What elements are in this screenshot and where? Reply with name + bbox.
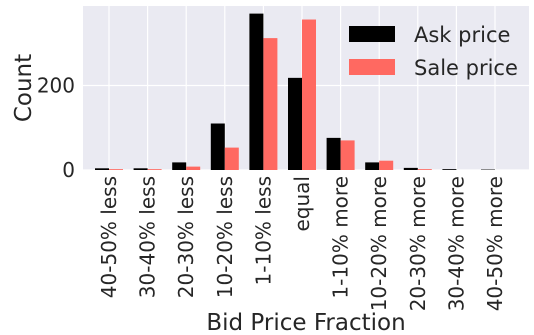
bar-ask	[326, 137, 341, 170]
bar-ask	[365, 162, 380, 170]
bar-sale	[109, 169, 123, 170]
bar-ask	[172, 162, 187, 170]
bar-ask	[288, 77, 302, 170]
legend-label-ask: Ask price	[414, 23, 510, 47]
y-tick-label: 200	[37, 73, 75, 97]
legend: Ask price Sale price	[349, 23, 518, 80]
bar-sale	[340, 140, 355, 170]
bar-ask	[442, 169, 457, 170]
x-tick-label: 1-10% less	[251, 176, 275, 285]
x-tick-label: 40-50% more	[483, 176, 507, 311]
bar-sale	[186, 166, 201, 170]
bar-sale	[302, 19, 316, 171]
x-axis-label: Bid Price Fraction	[206, 310, 405, 335]
bar-sale	[263, 38, 278, 170]
legend-swatch-ask	[349, 26, 395, 42]
bar-sale	[224, 147, 239, 170]
x-tick-label: 20-30% more	[406, 176, 430, 311]
x-tick-label: 40-50% less	[97, 176, 121, 298]
y-tick-labels: 0 200	[37, 73, 75, 182]
bars	[95, 13, 495, 171]
y-tick-label: 0	[62, 158, 75, 182]
bar-ask	[133, 168, 148, 170]
bar-ask	[210, 123, 225, 170]
x-tick-label: equal	[290, 176, 314, 232]
x-tick-label: 30-40% more	[444, 176, 468, 311]
x-tick-label: 10-20% less	[213, 176, 237, 298]
x-tick-labels: 40-50% less 30-40% less 20-30% less 10-20% …	[97, 176, 507, 311]
legend-label-sale: Sale price	[414, 56, 518, 80]
x-tick-label: 30-40% less	[136, 176, 160, 298]
bar-sale	[417, 169, 432, 170]
bar-ask	[403, 167, 418, 170]
y-axis-label: Count	[11, 54, 37, 122]
bar-ask	[95, 168, 109, 170]
bar-sale	[379, 160, 394, 170]
x-tick-label: 20-30% less	[174, 176, 198, 298]
bar-sale	[147, 169, 162, 170]
x-tick-label: 1-10% more	[329, 176, 353, 299]
bar-ask	[249, 13, 264, 171]
legend-swatch-sale	[349, 59, 395, 75]
x-tick-label: 10-20% more	[367, 176, 391, 311]
